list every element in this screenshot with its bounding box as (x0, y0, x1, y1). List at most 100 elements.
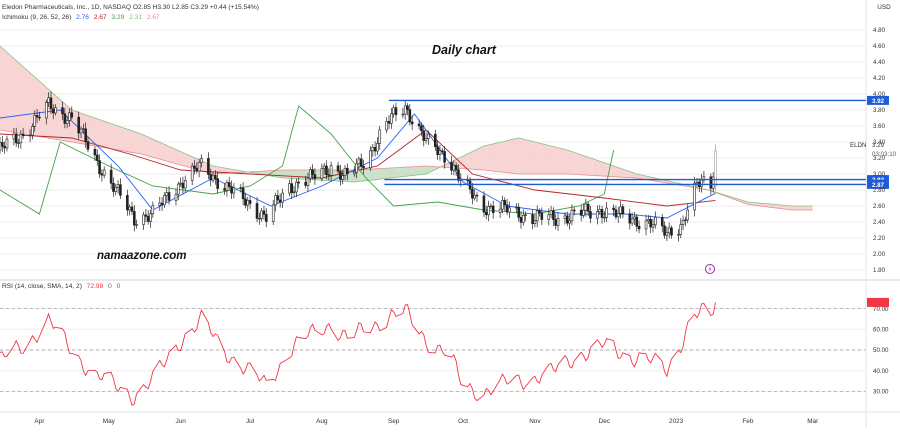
candle-body (410, 121, 414, 125)
candle-body (165, 192, 169, 196)
candle-body (116, 184, 120, 188)
candle-body (540, 212, 544, 220)
cloud-segment (759, 203, 765, 207)
candle-body (498, 208, 502, 213)
cloud-segment (148, 137, 153, 158)
candle-body (482, 195, 486, 213)
cloud-segment (736, 198, 741, 202)
price-tick-label: 2.40 (873, 219, 886, 226)
candle-body (12, 133, 16, 140)
price-tick-label: 4.40 (873, 59, 886, 66)
senkou-span-b-line (0, 129, 813, 211)
rsi-tick-label: 70.00 (873, 306, 889, 313)
candle-body (579, 209, 583, 216)
candle-body (570, 209, 574, 222)
candle-body (227, 182, 231, 188)
cloud-segment (546, 144, 552, 174)
candle-body (292, 191, 296, 194)
cloud-segment (180, 151, 186, 167)
ticker-label: ELDN (850, 142, 867, 149)
candle-body (373, 147, 377, 152)
rsi-legend-extra-1: 0 (108, 283, 112, 290)
ichimoku-kijun-value: 2.67 (94, 14, 107, 21)
candle-body (524, 214, 527, 216)
candle-body (700, 179, 703, 187)
price-axis[interactable]: 4.80 4.60 4.40 4.20 4.00 3.80 3.60 3.40 3.20 3.00… (873, 27, 886, 274)
level-price-tag[interactable] (867, 179, 889, 189)
candle-body (589, 211, 592, 219)
candle-body (264, 214, 268, 222)
candle-body (582, 209, 585, 216)
price-tick-label: 1.80 (873, 267, 886, 274)
rsi-legend-value: 72.98 (87, 283, 104, 290)
cloud-segment (282, 170, 288, 179)
candle-body (443, 151, 446, 163)
cloud-segment (509, 139, 515, 174)
time-axis[interactable]: Apr May Jun Jul Aug Sep Oct Nov Dec 2023 Feb Mar (34, 418, 819, 425)
candle-body (598, 209, 602, 212)
candle-body (693, 182, 696, 211)
ichimoku-legend[interactable]: Ichimoku (9, 26, 52, 26) 2.76 2.67 3.29 … (2, 14, 160, 21)
candle-body (505, 204, 509, 213)
ichimoku-label: Ichimoku (9, 26, 52, 26) (2, 14, 71, 21)
candle-body (535, 210, 539, 222)
cloud-segment (588, 157, 593, 176)
candle-body (176, 183, 180, 195)
candle-body (63, 113, 67, 124)
cloud-segment (444, 162, 450, 168)
candle-body (327, 174, 331, 176)
candle-body (98, 160, 101, 174)
cloud-segment (13, 58, 19, 134)
candle-body (681, 220, 685, 225)
candle-body (132, 211, 136, 226)
candle-body (422, 130, 426, 141)
price-tick-label: 3.80 (873, 107, 886, 114)
cloud-segment (541, 143, 547, 174)
cloud-segment (782, 205, 788, 210)
cloud-segment (398, 167, 403, 178)
rsi-label: RSI (14, close, SMA, 14, 2) (2, 283, 82, 290)
level-price-tag[interactable] (867, 175, 889, 185)
candle-body (614, 209, 618, 218)
candle-body (420, 125, 423, 132)
candle-body (239, 187, 243, 189)
candle-body (86, 141, 90, 150)
candle-body (709, 176, 713, 189)
currency-label: USD (877, 4, 891, 11)
kijun-sen-line (0, 129, 716, 207)
rsi-tick-label: 30.00 (873, 389, 889, 396)
candle-body (126, 195, 129, 211)
rsi-axis[interactable]: 70.00 60.00 50.00 40.00 30.00 (867, 297, 889, 396)
candle-body (135, 224, 138, 226)
candle-body (209, 174, 213, 181)
candle-body (491, 205, 495, 213)
candle-body (406, 105, 409, 110)
rsi-tick-label: 40.00 (873, 368, 889, 375)
level-price-tag[interactable] (867, 95, 889, 105)
candle-body (17, 142, 20, 144)
candle-body (651, 224, 655, 228)
event-marker[interactable] (705, 264, 715, 274)
cloud-segment (129, 130, 135, 153)
candle-body (387, 121, 391, 124)
price-tick-label: 4.60 (873, 43, 886, 50)
candle-body (260, 210, 263, 219)
candle-body (679, 224, 683, 235)
candle-body (304, 181, 307, 186)
cloud-segment (481, 145, 487, 171)
cloud-segment (574, 152, 579, 175)
rsi-legend[interactable]: RSI (14, close, SMA, 14, 2) 72.98 0 0 (2, 283, 121, 290)
cloud-segment (625, 170, 630, 178)
candle-body (554, 219, 558, 226)
candle-body (473, 194, 476, 199)
cloud-segment (27, 70, 33, 136)
candle-body (19, 134, 23, 144)
time-tick-label: Aug (316, 418, 328, 425)
candle-body (51, 108, 55, 114)
cloud-segment (504, 140, 510, 173)
price-tick-label: 3.40 (873, 139, 886, 146)
time-tick-label: May (103, 418, 116, 425)
candle-body (714, 150, 717, 187)
horizontal-levels[interactable]: 3.922.932.87 (384, 95, 889, 189)
